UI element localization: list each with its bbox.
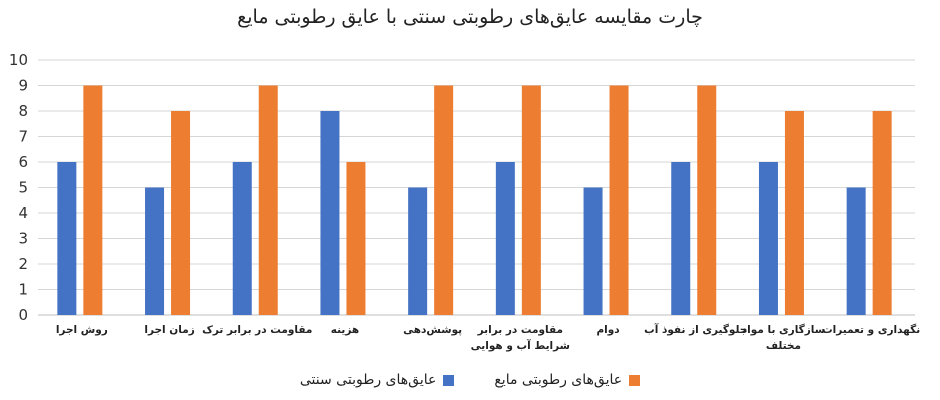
bar-series-1 — [57, 162, 77, 315]
legend-item-series-1: عایق‌های رطوبتی سنتی — [299, 372, 455, 388]
bar-series-2 — [697, 85, 717, 315]
y-tick-label: 6 — [18, 153, 28, 171]
bar-series-1 — [758, 162, 778, 315]
x-axis-ticks: روش اجرا زمان اجرا مقاومت در برابر ترک هزین… — [56, 323, 920, 352]
bar-series-2 — [258, 85, 278, 315]
bar-series-1 — [408, 187, 428, 315]
legend-swatch — [629, 374, 641, 386]
bar-series-1 — [495, 162, 515, 315]
x-tick-label: پوشش‌دهی — [403, 324, 462, 336]
x-tick-label: نگهداری و تعمیرات — [822, 323, 920, 336]
y-tick-label: 10 — [9, 51, 28, 69]
legend-label: عایق‌های رطوبتی سنتی — [299, 372, 437, 388]
x-tick-label: دوام — [596, 324, 620, 336]
y-tick-label: 0 — [18, 306, 28, 324]
x-tick-label: مقاومت در برابر شرایط آب و هوایی — [471, 324, 570, 352]
y-tick-label: 3 — [18, 230, 28, 248]
bar-series-2 — [872, 111, 892, 315]
bar-series-1 — [671, 162, 691, 315]
y-axis-ticks: 0 1 2 3 4 5 6 7 8 9 10 — [9, 51, 28, 324]
bar-series-2 — [346, 162, 366, 315]
bar-series-1 — [145, 187, 165, 315]
y-tick-label: 9 — [18, 77, 28, 95]
x-tick-label: جلوگیری از نفوذ آب — [644, 323, 747, 336]
legend-label: عایق‌های رطوبتی مایع — [494, 372, 623, 388]
bar-series-2 — [521, 85, 541, 315]
legend: عایق‌های رطوبتی سنتی عایق‌های رطوبتی مایع — [0, 372, 940, 388]
bar-series-2 — [83, 85, 103, 315]
bar-series-1 — [846, 187, 866, 315]
y-tick-label: 7 — [18, 128, 28, 146]
x-tick-label: زمان اجرا — [144, 324, 194, 336]
grid-layer — [38, 59, 915, 316]
x-tick-label: روش اجرا — [56, 324, 108, 336]
x-tick-label: هزینه — [331, 324, 359, 336]
y-tick-label: 8 — [18, 102, 28, 120]
legend-item-series-2: عایق‌های رطوبتی مایع — [494, 372, 641, 388]
legend-swatch — [443, 374, 455, 386]
bar-series-2 — [434, 85, 454, 315]
y-tick-label: 5 — [18, 179, 28, 197]
x-tick-label: مقاومت در برابر ترک — [202, 324, 312, 336]
bar-series-1 — [320, 111, 340, 315]
bars — [57, 85, 892, 315]
bar-series-2 — [171, 111, 191, 315]
y-tick-label: 1 — [18, 281, 28, 299]
bar-series-2 — [784, 111, 804, 315]
bar-series-1 — [232, 162, 252, 315]
x-tick-label: سازگاری با مواد مختلف — [742, 323, 825, 352]
y-tick-label: 2 — [18, 255, 28, 273]
bar-series-2 — [609, 85, 629, 315]
chart-title: چارت مقایسه عایق‌های رطوبتی سنتی با عایق… — [237, 6, 703, 28]
bar-series-1 — [583, 187, 603, 315]
y-tick-label: 4 — [18, 204, 28, 222]
